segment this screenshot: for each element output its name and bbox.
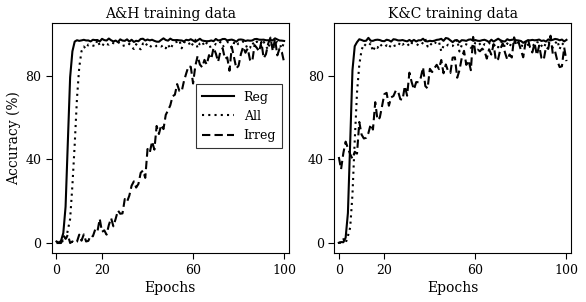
Irreg (224, 56, 231, 59)
Irreg (335, 155, 342, 159)
Irreg (547, 34, 554, 37)
Reg (192, 40, 199, 43)
Irreg (474, 48, 481, 51)
All (214, 43, 222, 47)
Reg (112, 39, 119, 42)
Line: Irreg: Irreg (339, 36, 567, 169)
All (335, 241, 342, 244)
Irreg (394, 89, 401, 93)
Irreg (497, 47, 504, 50)
All (112, 42, 119, 45)
All (192, 38, 199, 42)
Irreg (267, 36, 274, 40)
All (71, 143, 78, 147)
Irreg (53, 241, 60, 245)
Title: A&H training data: A&H training data (105, 7, 236, 21)
Irreg (189, 82, 196, 85)
Reg (335, 241, 342, 245)
Reg (55, 241, 62, 245)
Irreg (442, 63, 449, 66)
Irreg (281, 61, 288, 64)
Reg (508, 38, 515, 42)
Irreg (508, 56, 515, 59)
All (281, 40, 288, 44)
All (563, 45, 570, 48)
Reg (442, 36, 449, 40)
All (160, 43, 167, 47)
All (422, 37, 429, 41)
Reg (497, 38, 504, 42)
All (338, 241, 345, 245)
All (445, 43, 452, 47)
Reg (563, 38, 570, 42)
Legend: Reg, All, Irreg: Reg, All, Irreg (196, 84, 282, 148)
Line: Reg: Reg (56, 38, 284, 243)
All (394, 44, 401, 48)
Reg (214, 39, 222, 42)
All (476, 42, 483, 46)
Irreg (353, 152, 360, 156)
Irreg (69, 239, 76, 243)
All (353, 91, 360, 94)
X-axis label: Epochs: Epochs (427, 281, 478, 295)
Irreg (563, 59, 570, 63)
X-axis label: Epochs: Epochs (145, 281, 196, 295)
All (510, 40, 517, 44)
Title: K&C training data: K&C training data (387, 7, 517, 21)
Line: All: All (56, 39, 284, 243)
All (226, 41, 233, 45)
Reg (351, 44, 358, 48)
All (57, 241, 64, 245)
Irreg (212, 52, 219, 55)
Reg (160, 37, 167, 40)
Reg (71, 40, 78, 43)
Reg (281, 39, 288, 43)
All (267, 37, 274, 41)
Irreg (158, 123, 165, 127)
Line: Reg: Reg (339, 38, 567, 243)
Line: Irreg: Irreg (56, 38, 284, 243)
Reg (394, 39, 401, 42)
All (499, 40, 506, 43)
Line: All: All (339, 39, 567, 243)
All (53, 240, 60, 244)
Reg (365, 36, 372, 40)
Reg (53, 240, 60, 243)
Reg (226, 38, 233, 42)
Reg (474, 39, 481, 43)
Irreg (110, 224, 117, 228)
Irreg (338, 167, 345, 171)
Y-axis label: Accuracy (%): Accuracy (%) (7, 92, 21, 185)
Reg (271, 37, 278, 40)
